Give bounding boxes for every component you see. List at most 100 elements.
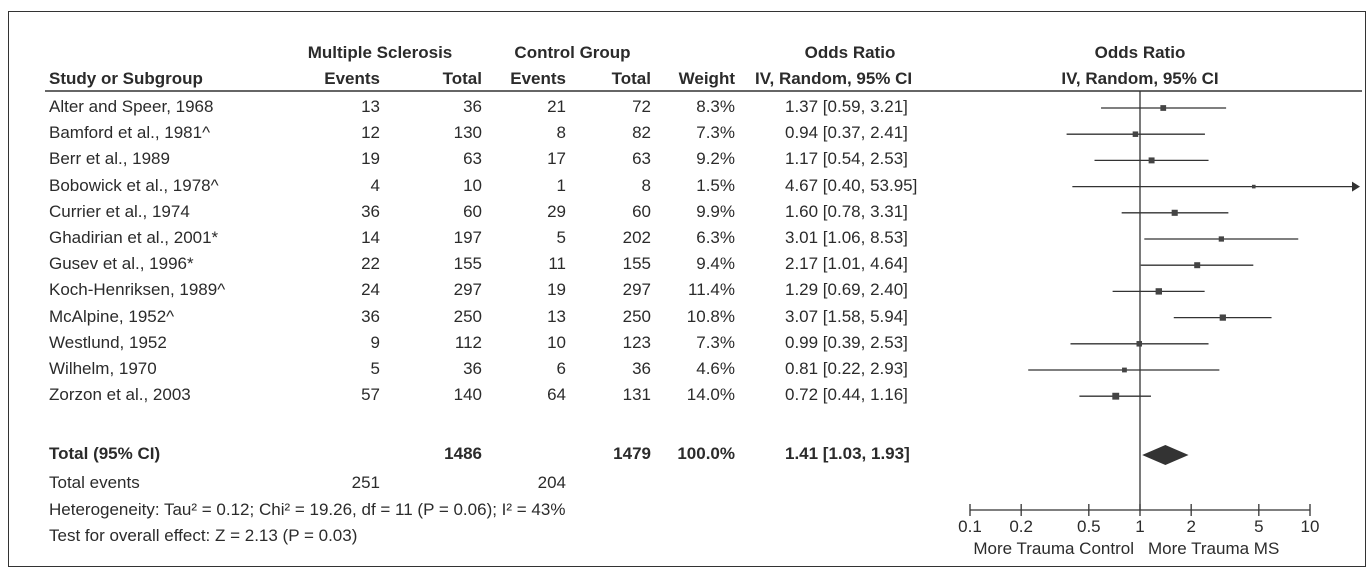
ms-total: 36 bbox=[463, 97, 482, 116]
weight-value: 9.4% bbox=[696, 254, 735, 274]
study-name: Currier et al., 1974 bbox=[49, 201, 190, 221]
control-total: 8 bbox=[641, 175, 651, 195]
study-name: Bobowick et al., 1978^ bbox=[49, 175, 219, 195]
point-estimate bbox=[1136, 341, 1143, 347]
ms-total: 36 bbox=[463, 359, 482, 378]
x-tick-label: 10 bbox=[1301, 517, 1320, 536]
group1-header: Multiple Sclerosis bbox=[307, 43, 453, 62]
heterogeneity-text: Heterogeneity: Tau² = 0.12; Chi² = 19.26… bbox=[49, 500, 566, 519]
control-total: 297 bbox=[622, 280, 651, 300]
point-estimate bbox=[1160, 105, 1167, 111]
control-events: 21 bbox=[547, 97, 566, 116]
study-name: Gusev et al., 1996* bbox=[49, 254, 194, 274]
x-tick-label: 1 bbox=[1135, 517, 1144, 536]
events2-header: Events bbox=[510, 69, 566, 88]
control-total: 60 bbox=[632, 201, 651, 221]
study-name: Alter and Speer, 1968 bbox=[49, 97, 214, 116]
ms-total: 140 bbox=[453, 385, 482, 405]
total-events2: 204 bbox=[537, 473, 566, 492]
ms-events: 5 bbox=[370, 359, 380, 378]
total2-header: Total bbox=[611, 69, 651, 88]
point-estimate bbox=[1112, 392, 1120, 400]
or-ci-value: 3.01 [1.06, 8.53] bbox=[785, 228, 908, 247]
or-method-header: IV, Random, 95% CI bbox=[755, 69, 913, 88]
total-events-label: Total events bbox=[49, 473, 140, 492]
weight-value: 14.0% bbox=[686, 385, 735, 405]
control-events: 13 bbox=[547, 306, 566, 326]
weight-value: 11.4% bbox=[688, 280, 735, 300]
ms-events: 9 bbox=[370, 332, 380, 352]
control-total: 123 bbox=[622, 332, 651, 352]
x-tick-label: 0.5 bbox=[1077, 517, 1101, 536]
or-ci-value: 2.17 [1.01, 4.64] bbox=[785, 254, 908, 274]
total2-value: 1479 bbox=[613, 444, 651, 463]
plot-method-header: IV, Random, 95% CI bbox=[1061, 69, 1219, 88]
or-ci-value: 0.72 [0.44, 1.16] bbox=[785, 385, 908, 405]
control-total: 82 bbox=[632, 123, 651, 143]
ms-total: 197 bbox=[453, 228, 482, 247]
point-estimate bbox=[1171, 209, 1178, 216]
weight-value: 7.3% bbox=[696, 332, 735, 352]
control-total: 131 bbox=[622, 385, 651, 405]
favours-right-label: More Trauma MS bbox=[1148, 539, 1279, 558]
total-ci: 1.41 [1.03, 1.93] bbox=[785, 444, 910, 463]
total-weight: 100.0% bbox=[677, 444, 735, 463]
ms-total: 250 bbox=[453, 306, 482, 326]
study-name: Westlund, 1952 bbox=[49, 332, 167, 352]
control-total: 155 bbox=[622, 254, 651, 274]
control-events: 5 bbox=[556, 228, 566, 247]
weight-value: 7.3% bbox=[696, 123, 735, 143]
or-ci-value: 1.17 [0.54, 2.53] bbox=[785, 149, 908, 169]
x-tick-label: 0.2 bbox=[1009, 517, 1033, 536]
ms-total: 155 bbox=[453, 254, 482, 274]
total1-header: Total bbox=[442, 69, 482, 88]
control-total: 63 bbox=[632, 149, 651, 169]
study-name: Ghadirian et al., 2001* bbox=[49, 228, 219, 247]
weight-value: 1.5% bbox=[696, 175, 735, 195]
favours-left-label: More Trauma Control bbox=[973, 539, 1134, 558]
control-events: 10 bbox=[547, 332, 566, 352]
weight-value: 9.9% bbox=[696, 201, 735, 221]
weight-header: Weight bbox=[678, 69, 735, 88]
ci-arrow bbox=[1352, 181, 1360, 192]
ms-events: 22 bbox=[361, 254, 380, 274]
or-ci-value: 0.81 [0.22, 2.93] bbox=[785, 359, 908, 378]
or-ci-value: 1.60 [0.78, 3.31] bbox=[785, 201, 908, 221]
or-ci-value: 1.29 [0.69, 2.40] bbox=[785, 280, 908, 300]
control-total: 202 bbox=[622, 228, 651, 247]
point-estimate bbox=[1219, 314, 1226, 321]
ms-events: 12 bbox=[361, 123, 380, 143]
study-name: Berr et al., 1989 bbox=[49, 149, 170, 169]
point-estimate bbox=[1251, 184, 1256, 189]
study-name: McAlpine, 1952^ bbox=[49, 306, 175, 326]
study-name: Zorzon et al., 2003 bbox=[49, 385, 191, 405]
study-header: Study or Subgroup bbox=[49, 69, 203, 88]
ms-total: 63 bbox=[463, 149, 482, 169]
ms-total: 297 bbox=[453, 280, 482, 300]
or-ci-value: 3.07 [1.58, 5.94] bbox=[785, 306, 908, 326]
weight-value: 9.2% bbox=[696, 149, 735, 169]
weight-value: 4.6% bbox=[696, 359, 735, 378]
control-events: 17 bbox=[547, 149, 566, 169]
or-ci-value: 1.37 [0.59, 3.21] bbox=[785, 97, 908, 116]
weight-value: 6.3% bbox=[696, 228, 735, 247]
ms-total: 112 bbox=[454, 332, 482, 352]
point-estimate bbox=[1122, 367, 1127, 373]
ms-events: 57 bbox=[361, 385, 380, 405]
ms-events: 24 bbox=[361, 280, 380, 300]
study-name: Bamford et al., 1981^ bbox=[49, 123, 211, 143]
ms-events: 36 bbox=[361, 201, 380, 221]
control-total: 72 bbox=[632, 97, 651, 116]
weight-value: 8.3% bbox=[696, 97, 735, 116]
control-events: 1 bbox=[556, 175, 566, 195]
group2-header: Control Group bbox=[514, 43, 631, 62]
ms-events: 36 bbox=[361, 306, 380, 326]
control-events: 6 bbox=[556, 359, 566, 378]
ms-total: 10 bbox=[463, 175, 482, 195]
point-estimate bbox=[1155, 288, 1162, 295]
study-name: Koch-Henriksen, 1989^ bbox=[49, 280, 226, 300]
or-ci-value: 4.67 [0.40, 53.95] bbox=[785, 175, 918, 195]
control-total: 36 bbox=[632, 359, 651, 378]
control-events: 11 bbox=[548, 254, 566, 274]
